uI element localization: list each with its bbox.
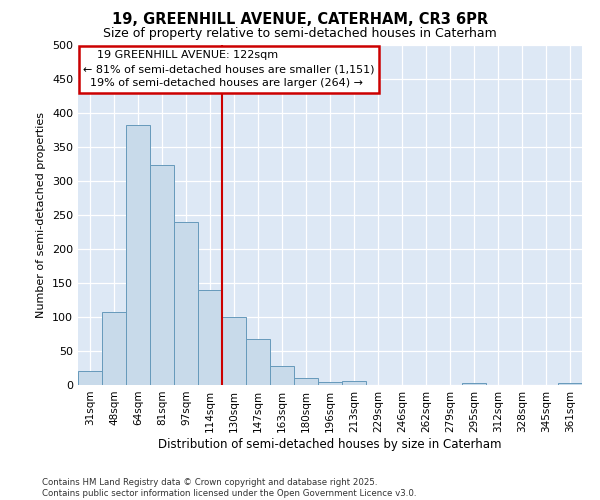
- Text: 19 GREENHILL AVENUE: 122sqm
← 81% of semi-detached houses are smaller (1,151)
  : 19 GREENHILL AVENUE: 122sqm ← 81% of sem…: [83, 50, 374, 88]
- Text: 19, GREENHILL AVENUE, CATERHAM, CR3 6PR: 19, GREENHILL AVENUE, CATERHAM, CR3 6PR: [112, 12, 488, 28]
- Bar: [175, 222, 197, 385]
- Bar: [103, 312, 125, 385]
- Bar: [343, 381, 365, 385]
- Bar: [247, 339, 269, 385]
- Bar: [271, 366, 293, 385]
- Bar: [319, 382, 341, 385]
- Bar: [127, 124, 149, 385]
- Text: Size of property relative to semi-detached houses in Caterham: Size of property relative to semi-detach…: [103, 28, 497, 40]
- Bar: [199, 290, 221, 385]
- Bar: [559, 383, 581, 385]
- X-axis label: Distribution of semi-detached houses by size in Caterham: Distribution of semi-detached houses by …: [158, 438, 502, 450]
- Bar: [463, 383, 485, 385]
- Y-axis label: Number of semi-detached properties: Number of semi-detached properties: [37, 112, 46, 318]
- Text: Contains HM Land Registry data © Crown copyright and database right 2025.
Contai: Contains HM Land Registry data © Crown c…: [42, 478, 416, 498]
- Bar: [295, 378, 317, 385]
- Bar: [79, 372, 101, 385]
- Bar: [151, 166, 173, 385]
- Bar: [223, 317, 245, 385]
